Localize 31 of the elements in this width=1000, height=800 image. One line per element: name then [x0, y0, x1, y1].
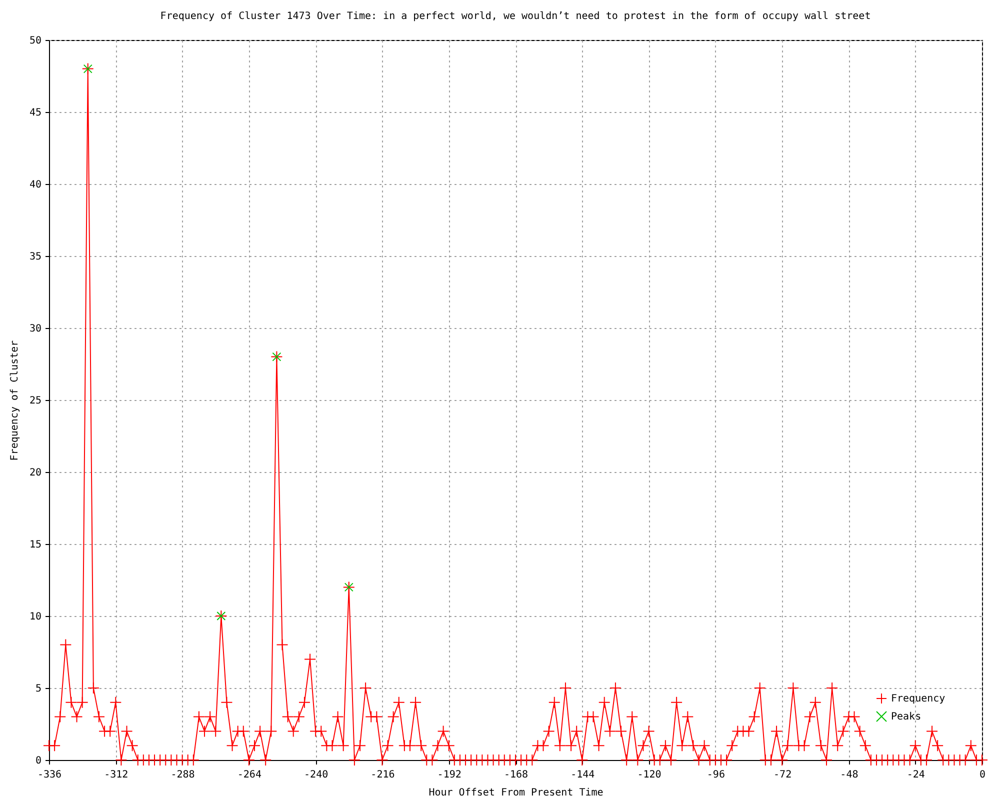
y-tick-label: 20 — [29, 468, 42, 478]
y-tick-label: 15 — [29, 540, 42, 550]
x-tick-label: -96 — [706, 770, 725, 780]
y-axis-title: Frequency of Cluster — [9, 340, 20, 461]
x-tick-label: -288 — [170, 770, 195, 780]
x-tick-label: -168 — [504, 770, 528, 780]
x-tick-label: -264 — [237, 770, 262, 780]
x-axis-title: Hour Offset From Present Time — [428, 788, 604, 798]
y-tick-label: 25 — [29, 396, 42, 406]
x-tick-label: -192 — [437, 770, 462, 780]
y-tick-label: 0 — [35, 756, 42, 766]
y-tick-label: 35 — [29, 252, 42, 262]
x-tick-label: -240 — [304, 770, 328, 780]
x-tick-label: 0 — [979, 770, 986, 780]
y-tick-label: 5 — [35, 684, 42, 694]
x-tick-label: -312 — [104, 770, 128, 780]
chart-title: Frequency of Cluster 1473 Over Time: in a perfect world, we wouldn’t need to protest in the form of occupy wall street — [160, 11, 871, 22]
x-tick-label: -24 — [906, 770, 925, 780]
x-tick-label: -120 — [637, 770, 662, 780]
y-tick-label: 40 — [29, 180, 42, 190]
x-tick-label: -336 — [37, 770, 62, 780]
y-tick-label: 10 — [29, 612, 42, 622]
legend-label: Peaks — [891, 712, 922, 722]
y-tick-label: 30 — [29, 324, 42, 334]
y-tick-label: 50 — [29, 36, 42, 46]
x-tick-label: -48 — [840, 770, 858, 780]
x-tick-label: -72 — [774, 770, 792, 780]
y-tick-label: 45 — [29, 108, 42, 118]
legend-label: Frequency — [891, 694, 946, 704]
x-tick-label: -144 — [570, 770, 595, 780]
x-tick-label: -216 — [370, 770, 395, 780]
